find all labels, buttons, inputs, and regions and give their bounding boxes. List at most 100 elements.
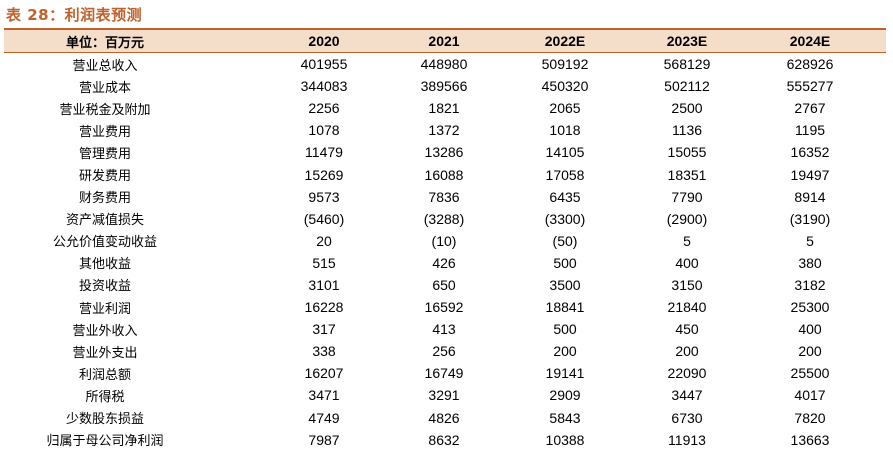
row-value: 555277 xyxy=(786,78,834,95)
row-value: 25300 xyxy=(790,299,830,316)
row-value: 2909 xyxy=(549,387,581,404)
row-value: 13663 xyxy=(790,431,830,448)
row-value: 338 xyxy=(312,343,336,360)
row-value: 7987 xyxy=(308,431,340,448)
row-value: 9573 xyxy=(308,188,340,205)
table-row: 营业成本 344083 389566 450320 502112 555277 xyxy=(4,75,886,97)
row-value: 7790 xyxy=(671,188,703,205)
row-value: (5460) xyxy=(303,210,345,227)
row-value: 16352 xyxy=(790,144,830,161)
row-value: 16749 xyxy=(424,365,464,382)
table-row: 营业利润 16228 16592 18841 21840 25300 xyxy=(4,296,886,318)
row-value: 413 xyxy=(432,321,456,338)
table-row: 其他收益 515 426 500 400 380 xyxy=(4,252,886,274)
row-value: 568129 xyxy=(663,56,711,73)
header-year-2021: 2021 xyxy=(428,33,460,49)
header-year-2024e: 2024E xyxy=(789,33,831,49)
row-value: 8914 xyxy=(794,188,826,205)
row-value: 25500 xyxy=(790,365,830,382)
row-value: 200 xyxy=(675,343,699,360)
row-value: 19141 xyxy=(545,365,585,382)
row-value: 344083 xyxy=(300,78,348,95)
table-header: 单位：百万元 2020 2021 2022E 2023E 2024E xyxy=(4,30,886,53)
row-value: 19497 xyxy=(790,166,830,183)
row-value: 500 xyxy=(553,321,577,338)
row-value: 8632 xyxy=(428,431,460,448)
row-value: 515 xyxy=(312,254,336,271)
row-value: 7836 xyxy=(428,188,460,205)
row-value: 380 xyxy=(798,254,822,271)
row-value: 502112 xyxy=(664,78,710,95)
row-label: 所得税 xyxy=(85,389,125,405)
table-row: 归属于母公司净利润 7987 8632 10388 11913 13663 xyxy=(4,429,886,451)
row-value: 450 xyxy=(675,321,699,338)
row-value: 3471 xyxy=(308,387,340,404)
row-value: 317 xyxy=(312,321,336,338)
row-value: 401955 xyxy=(300,56,348,73)
row-value: (3190) xyxy=(789,210,831,227)
row-value: 15055 xyxy=(667,144,707,161)
row-value: 2065 xyxy=(549,100,581,117)
row-value: 426 xyxy=(432,254,456,271)
row-label: 营业总收入 xyxy=(72,58,138,74)
table-row: 营业外收入 317 413 500 450 400 xyxy=(4,318,886,340)
row-value: 1136 xyxy=(671,122,703,139)
header-unit: 单位：百万元 xyxy=(65,35,144,51)
row-value: 3291 xyxy=(428,387,460,404)
row-value: 3150 xyxy=(671,276,703,293)
row-value: 18351 xyxy=(667,166,707,183)
table-row: 利润总额 16207 16749 19141 22090 25500 xyxy=(4,362,886,384)
row-value: 500 xyxy=(553,254,577,271)
row-label: 营业外收入 xyxy=(72,323,138,339)
row-value: 16228 xyxy=(304,299,344,316)
row-value: 16088 xyxy=(424,166,464,183)
row-value: 3447 xyxy=(671,387,703,404)
row-label: 归属于母公司净利润 xyxy=(46,434,164,450)
table-title: 表 28：利润表预测 xyxy=(6,6,143,24)
row-value: 200 xyxy=(553,343,577,360)
row-value: (3288) xyxy=(423,210,465,227)
row-label: 研发费用 xyxy=(78,169,131,185)
table-row: 营业外支出 338 256 200 200 200 xyxy=(4,340,886,362)
table-row: 公允价值变动收益 20 (10) (50) 5 5 xyxy=(4,230,886,252)
row-value: (10) xyxy=(431,232,457,249)
row-value: 16207 xyxy=(304,365,344,382)
row-value: 18841 xyxy=(545,299,585,316)
row-value: 1018 xyxy=(549,122,581,139)
row-value: 389566 xyxy=(420,78,468,95)
table-row: 投资收益 3101 650 3500 3150 3182 xyxy=(4,274,886,296)
row-value: 1078 xyxy=(308,122,340,139)
table-row: 所得税 3471 3291 2909 3447 4017 xyxy=(4,384,886,406)
header-year-2022e: 2022E xyxy=(544,33,586,49)
row-value: 6730 xyxy=(671,409,703,426)
row-value: 628926 xyxy=(786,56,834,73)
row-value: 11479 xyxy=(305,144,343,161)
header-year-2020: 2020 xyxy=(308,33,340,49)
row-value: 1821 xyxy=(428,100,460,117)
row-label: 资产减值损失 xyxy=(65,213,144,229)
table-row: 少数股东损益 4749 4826 5843 6730 7820 xyxy=(4,407,886,429)
row-label: 公允价值变动收益 xyxy=(52,235,157,251)
row-value: 20 xyxy=(316,232,332,249)
row-label: 投资收益 xyxy=(78,279,131,295)
row-value: 13286 xyxy=(424,144,464,161)
row-value: 5 xyxy=(683,232,691,249)
row-value: 2500 xyxy=(671,100,703,117)
row-value: 1195 xyxy=(794,122,826,139)
table-row: 营业税金及附加 2256 1821 2065 2500 2767 xyxy=(4,97,886,119)
table-body: 营业总收入 401955 448980 509192 568129 628926 营业成本 3… xyxy=(4,53,886,451)
row-value: (2900) xyxy=(666,210,708,227)
row-value: 509192 xyxy=(541,56,589,73)
row-value: 14105 xyxy=(545,144,585,161)
row-label: 营业利润 xyxy=(78,301,131,317)
row-value: 16592 xyxy=(424,299,464,316)
row-value: 5 xyxy=(806,232,814,249)
row-value: 4826 xyxy=(428,409,460,426)
row-label: 营业成本 xyxy=(78,80,131,96)
row-value: 3500 xyxy=(549,276,581,293)
row-value: (3300) xyxy=(544,210,586,227)
row-value: 400 xyxy=(798,321,822,338)
row-value: (50) xyxy=(552,232,578,249)
row-value: 11913 xyxy=(668,431,706,448)
row-value: 3182 xyxy=(794,276,826,293)
